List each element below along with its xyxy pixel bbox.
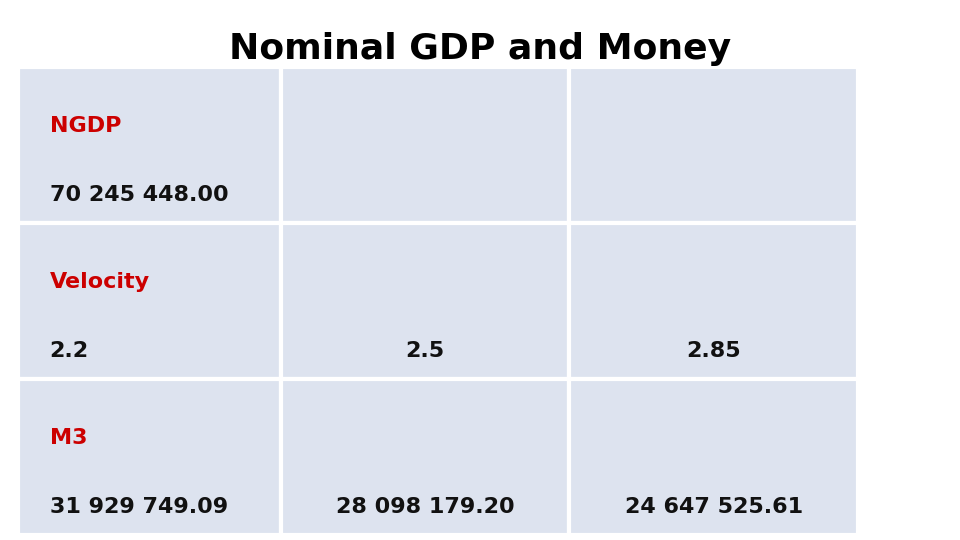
Bar: [569, 223, 858, 379]
Text: 24 647 525.61: 24 647 525.61: [625, 497, 803, 517]
Bar: [569, 67, 858, 223]
Text: 70 245 448.00: 70 245 448.00: [50, 185, 228, 205]
Bar: [569, 67, 858, 223]
Bar: [18, 379, 280, 535]
Bar: [18, 67, 280, 223]
Text: 31 929 749.09: 31 929 749.09: [50, 497, 228, 517]
Text: NGDP: NGDP: [50, 116, 121, 136]
Bar: [280, 379, 569, 535]
Text: 2.5: 2.5: [405, 341, 444, 361]
Bar: [569, 223, 858, 379]
Text: M3: M3: [50, 428, 87, 448]
Bar: [18, 223, 280, 379]
Bar: [18, 67, 280, 223]
Bar: [569, 379, 858, 535]
Text: 28 098 179.20: 28 098 179.20: [336, 497, 515, 517]
Bar: [18, 223, 280, 379]
Text: Nominal GDP and Money: Nominal GDP and Money: [228, 32, 732, 66]
Bar: [280, 379, 569, 535]
Text: 2.2: 2.2: [50, 341, 88, 361]
Bar: [280, 67, 569, 223]
Text: Velocity: Velocity: [50, 272, 150, 292]
Bar: [280, 223, 569, 379]
Bar: [280, 223, 569, 379]
Text: 2.85: 2.85: [686, 341, 741, 361]
Bar: [18, 379, 280, 535]
Bar: [280, 67, 569, 223]
Bar: [569, 379, 858, 535]
